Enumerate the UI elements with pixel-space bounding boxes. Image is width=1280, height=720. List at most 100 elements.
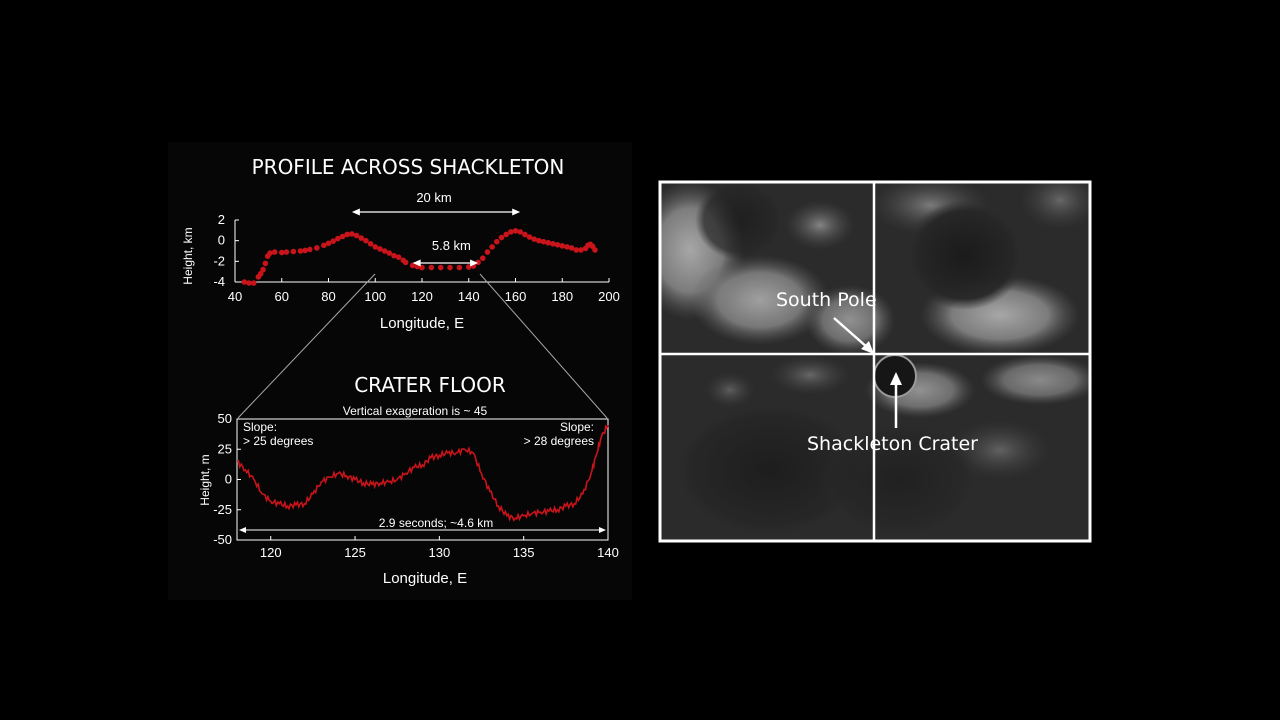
profile-data-point bbox=[479, 255, 486, 262]
zoom-connector-left bbox=[237, 273, 376, 419]
profile-y-tick-label: 0 bbox=[218, 233, 225, 248]
profile-data-point bbox=[297, 248, 304, 254]
profile-span-label: 5.8 km bbox=[432, 238, 471, 253]
profile-data-point bbox=[508, 229, 514, 235]
profile-x-tick-label: 60 bbox=[275, 289, 289, 304]
profile-data-point bbox=[402, 259, 409, 266]
profile-data-point bbox=[339, 233, 346, 240]
crater-x-tick-label: 130 bbox=[429, 545, 451, 560]
profile-data-point bbox=[573, 247, 580, 253]
profile-data-point bbox=[559, 243, 566, 249]
profile-data-point bbox=[307, 246, 313, 253]
south-pole-arrow bbox=[833, 317, 874, 354]
map-terrain bbox=[660, 182, 1090, 540]
profile-data-point bbox=[456, 264, 463, 271]
profile-data-point bbox=[512, 228, 519, 234]
crater-y-tick-label: -25 bbox=[213, 502, 232, 517]
crater-y-tick-label: 0 bbox=[225, 472, 232, 487]
profile-chart-axes: 40 60 80 100 120 140 160 180 200 2 0 -2 -4 bbox=[213, 212, 619, 304]
crater-span-arrowhead bbox=[599, 527, 606, 533]
crater-span-arrowhead bbox=[239, 527, 246, 533]
profile-data-point bbox=[592, 247, 598, 253]
profile-data-point bbox=[353, 232, 360, 239]
profile-data-point bbox=[484, 249, 491, 255]
crater-y-tick-label: -50 bbox=[213, 532, 232, 547]
south-pole-label: South Pole bbox=[776, 289, 877, 311]
slope-right-label: Slope: bbox=[560, 420, 594, 434]
profile-y-tick-label: -2 bbox=[213, 253, 225, 268]
profile-data-point bbox=[517, 229, 523, 235]
crater-floor-chart: CRATER FLOOR Vertical exageration is ~ 4… bbox=[198, 373, 619, 587]
profile-data-point bbox=[386, 250, 393, 256]
profile-data-point bbox=[267, 250, 273, 256]
profile-x-tick-label: 160 bbox=[505, 289, 527, 304]
profile-chart-annotations: 20 km 5.8 km bbox=[351, 190, 521, 267]
profile-data-point bbox=[447, 264, 453, 271]
crater-x-tick-label: 125 bbox=[344, 545, 366, 560]
profile-data-point bbox=[330, 238, 336, 244]
profile-span-label: 20 km bbox=[416, 190, 451, 205]
slope-left-label: Slope: bbox=[243, 420, 277, 434]
profile-data-point bbox=[545, 239, 552, 246]
profile-x-tick-label: 140 bbox=[458, 289, 480, 304]
profile-data-point bbox=[344, 231, 351, 238]
profile-data-point bbox=[568, 245, 575, 251]
profile-data-point bbox=[363, 237, 369, 244]
profile-chart: PROFILE ACROSS SHACKLETON 40 60 80 100 120 14… bbox=[181, 155, 620, 332]
profile-data-point bbox=[260, 266, 266, 273]
profile-data-point bbox=[526, 234, 533, 240]
profile-data-point bbox=[257, 270, 264, 277]
slope-left-value: > 25 degrees bbox=[243, 434, 313, 448]
profile-x-tick-label: 200 bbox=[598, 289, 620, 304]
profile-data-point bbox=[278, 249, 285, 256]
chart-panel bbox=[168, 142, 632, 600]
zoom-connector-right bbox=[479, 273, 608, 419]
shackleton-crater-label: Shackleton Crater bbox=[807, 433, 978, 455]
profile-data-point bbox=[302, 247, 308, 254]
profile-data-point bbox=[290, 248, 297, 255]
profile-data-point bbox=[564, 244, 570, 250]
profile-data-point bbox=[409, 262, 416, 269]
shackleton-arrow bbox=[890, 372, 902, 428]
crater-span-label: 2.9 seconds; ~4.6 km bbox=[379, 516, 493, 530]
profile-x-tick-label: 40 bbox=[228, 289, 242, 304]
profile-chart-xlabel: Longitude, E bbox=[380, 315, 464, 332]
profile-data-point bbox=[271, 249, 278, 255]
crater-floor-line bbox=[236, 424, 609, 522]
slope-right-value: > 28 degrees bbox=[524, 434, 594, 448]
profile-data-point bbox=[372, 244, 379, 250]
profile-data-point bbox=[540, 238, 547, 245]
profile-data-point bbox=[335, 235, 341, 242]
crater-y-tick-label: 50 bbox=[218, 411, 232, 426]
profile-data-point bbox=[489, 244, 495, 250]
profile-data-point bbox=[428, 264, 435, 271]
profile-data-point bbox=[349, 231, 355, 237]
profile-x-tick-label: 120 bbox=[411, 289, 433, 304]
crater-floor-subtitle: Vertical exageration is ~ 45 bbox=[343, 404, 488, 418]
crater-x-tick-label: 120 bbox=[260, 545, 282, 560]
crater-floor-ylabel: Height, m bbox=[198, 454, 212, 505]
profile-x-tick-label: 180 bbox=[551, 289, 573, 304]
profile-x-tick-label: 80 bbox=[321, 289, 335, 304]
profile-data-point bbox=[314, 245, 320, 251]
profile-data-point bbox=[367, 240, 374, 247]
profile-x-tick-label: 100 bbox=[364, 289, 386, 304]
profile-data-point bbox=[283, 249, 290, 255]
profile-chart-points bbox=[241, 228, 598, 286]
profile-data-point bbox=[536, 237, 542, 244]
crater-floor-series-line bbox=[236, 424, 609, 522]
crater-x-tick-label: 140 bbox=[597, 545, 619, 560]
crater-x-tick-label: 135 bbox=[513, 545, 535, 560]
crater-floor-xlabel: Longitude, E bbox=[383, 570, 467, 587]
profile-span-arrowhead bbox=[351, 208, 360, 216]
profile-data-point bbox=[377, 246, 383, 252]
profile-data-point bbox=[522, 231, 528, 238]
profile-data-point bbox=[475, 259, 481, 266]
profile-data-point bbox=[395, 254, 402, 260]
profile-data-point bbox=[531, 236, 537, 242]
profile-data-point bbox=[358, 235, 365, 241]
crater-floor-title: CRATER FLOOR bbox=[354, 373, 506, 397]
profile-data-point bbox=[321, 242, 327, 249]
profile-data-point bbox=[578, 247, 584, 253]
